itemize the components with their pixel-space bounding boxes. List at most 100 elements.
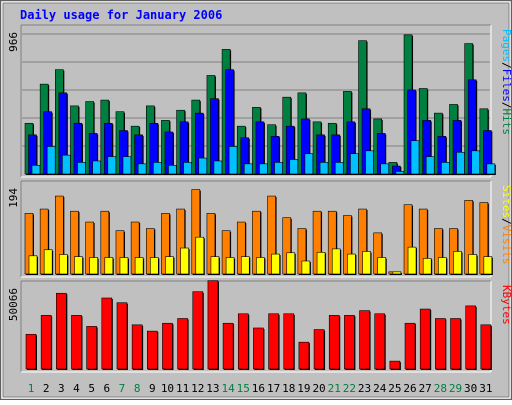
bar-kbytes xyxy=(450,318,461,370)
bar-pages xyxy=(243,163,253,175)
bar-pages xyxy=(92,160,101,175)
series-label-sites: Sites xyxy=(500,185,512,218)
bar-sites xyxy=(165,256,174,275)
x-tick-label: 27 xyxy=(419,382,432,395)
panel-series-label: KBytes xyxy=(500,285,512,325)
bar-kbytes xyxy=(283,313,295,370)
series-label-separator: / xyxy=(500,62,512,69)
bar-pages xyxy=(274,162,283,175)
series-label-files: Files xyxy=(500,69,512,102)
x-tick-label: 9 xyxy=(149,382,156,395)
bar-pages xyxy=(31,165,41,175)
bar-pages xyxy=(350,153,359,175)
bar-pages xyxy=(183,162,192,175)
bar-pages xyxy=(198,157,208,175)
x-tick-label: 12 xyxy=(191,382,204,395)
x-tick-label: 6 xyxy=(103,382,110,395)
bar-kbytes xyxy=(465,305,476,370)
x-tick-label: 31 xyxy=(479,382,492,395)
x-tick-label: 11 xyxy=(176,382,189,395)
x-tick-label: 10 xyxy=(161,382,174,395)
x-tick-label: 5 xyxy=(88,382,95,395)
x-tick-label: 29 xyxy=(449,382,462,395)
series-label-separator: / xyxy=(500,218,512,225)
bar-pages xyxy=(213,160,223,175)
bar-sites xyxy=(422,258,432,275)
bar-sites xyxy=(453,251,462,275)
bar-sites xyxy=(468,254,477,275)
chart-title: Daily usage for January 2006 xyxy=(20,8,222,22)
y-max-label: 194 xyxy=(7,188,20,208)
bar-kbytes xyxy=(328,315,340,370)
bar-kbytes xyxy=(40,315,52,370)
bar-pages xyxy=(304,153,314,175)
bar-kbytes xyxy=(374,313,386,370)
y-max-label: 966 xyxy=(7,32,20,52)
bar-pages xyxy=(365,150,374,175)
bar-sites xyxy=(195,236,205,275)
x-tick-label: 15 xyxy=(237,382,250,395)
x-tick-label: 16 xyxy=(252,382,265,395)
bar-pages xyxy=(152,162,162,175)
bar-sites xyxy=(392,271,402,275)
series-label-hits: Hits xyxy=(500,109,512,136)
bar-pages xyxy=(425,156,435,175)
x-tick-label: 28 xyxy=(434,382,447,395)
x-tick-label: 25 xyxy=(388,382,401,395)
bar-pages xyxy=(228,146,238,175)
bar-kbytes xyxy=(222,322,234,370)
series-label-pages: Pages xyxy=(500,29,512,62)
bar-sites xyxy=(362,251,371,275)
x-axis-day-labels: 1 2 3 4 5 6 7 8 9 10 11 12 13 14 15 16 17 18 19 20 21 22 23 24 2… xyxy=(28,382,493,395)
bar-kbytes xyxy=(389,360,401,370)
bar-sites xyxy=(134,257,144,275)
series-label-visits: Visits xyxy=(500,225,512,265)
x-tick-label: 21 xyxy=(328,382,341,395)
x-tick-label: 14 xyxy=(221,382,235,395)
bar-pages xyxy=(471,150,480,175)
bar-pages xyxy=(62,154,71,175)
bar-pages xyxy=(410,140,420,175)
bar-sites xyxy=(483,256,493,275)
series-label-kbytes: KBytes xyxy=(500,285,512,325)
bar-kbytes xyxy=(86,326,97,370)
x-tick-label: 19 xyxy=(297,382,310,395)
x-tick-label: 2 xyxy=(43,382,50,395)
bar-pages xyxy=(319,162,329,175)
bar-pages xyxy=(107,156,117,175)
bar-sites xyxy=(74,256,83,275)
bar-sites xyxy=(180,247,189,275)
bar-sites xyxy=(286,252,296,275)
bar-pages xyxy=(441,162,450,175)
bar-kbytes xyxy=(71,315,82,370)
bar-pages xyxy=(77,162,86,175)
bar-kbytes xyxy=(404,322,416,370)
bar-pages xyxy=(168,165,177,175)
bar-kbytes xyxy=(56,292,67,370)
bar-sites xyxy=(377,257,387,275)
bar-sites xyxy=(331,248,341,275)
bar-pages xyxy=(456,151,465,175)
bar-sites xyxy=(119,257,129,275)
bar-sites xyxy=(28,255,38,275)
bar-pages xyxy=(137,163,147,175)
bar-sites xyxy=(104,257,114,275)
bar-sites xyxy=(225,257,235,275)
outer-frame-highlight xyxy=(1,1,511,399)
panel-series-label: Pages/Files/Hits xyxy=(500,29,512,135)
bar-sites xyxy=(407,246,417,275)
bar-kbytes xyxy=(101,297,113,370)
x-tick-label: 4 xyxy=(73,382,80,395)
panel-series-label: Sites/Visits xyxy=(500,185,512,265)
bar-kbytes xyxy=(419,308,431,370)
bar-sites xyxy=(316,252,326,275)
bar-kbytes xyxy=(25,333,37,370)
x-tick-label: 26 xyxy=(403,382,416,395)
bar-kbytes xyxy=(313,329,325,370)
bar-kbytes xyxy=(116,302,128,370)
bar-sites xyxy=(149,257,159,275)
bar-kbytes xyxy=(162,322,173,370)
bar-sites xyxy=(347,253,356,275)
